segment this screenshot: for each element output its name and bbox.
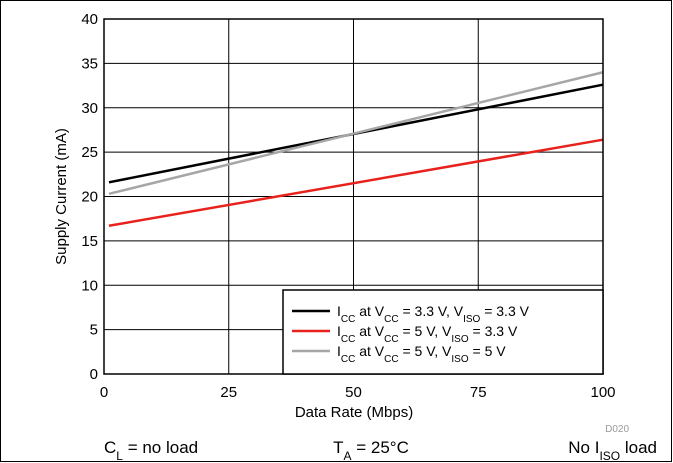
legend-label-part: = 5 V, V: [399, 343, 452, 359]
x-tick-label: 50: [345, 384, 362, 401]
footnote-part: No I: [568, 438, 599, 457]
legend-box: [282, 289, 604, 375]
legend-label-3: ICC at VCC = 5 V, VISO = 5 V: [337, 343, 506, 365]
legend-label-2: ICC at VCC = 5 V, VISO = 3.3 V: [337, 323, 518, 345]
footnote-part: = no load: [123, 438, 198, 457]
footnotes: CL = no load TA = 25°C No IISO load: [104, 438, 657, 463]
figure-code: D020: [605, 424, 629, 435]
y-tick-label: 10: [81, 277, 98, 294]
y-tick-label: 20: [81, 189, 98, 206]
y-tick-label: 40: [81, 11, 98, 28]
legend-label-part: I: [337, 343, 341, 359]
legend-label-part: = 5 V, V: [399, 323, 452, 339]
legend-label-part: CC: [341, 334, 355, 345]
footnote-1: CL = no load: [104, 438, 198, 463]
x-tick-label: 0: [100, 384, 108, 401]
legend-label-part: = 3.3 V: [480, 303, 529, 319]
y-tick-label: 5: [90, 322, 98, 339]
legend-label-part: ISO: [451, 334, 468, 345]
legend-label-part: CC: [384, 334, 398, 345]
legend-label-part: I: [337, 323, 341, 339]
footnote-part: L: [116, 449, 123, 463]
legend-label-part: CC: [341, 354, 355, 365]
y-tick-label: 0: [90, 366, 98, 383]
footnote-part: ISO: [599, 449, 620, 463]
legend-label-part: at V: [355, 323, 384, 339]
footnote-part: C: [104, 438, 116, 457]
y-tick-label: 15: [81, 233, 98, 250]
legend-label-part: CC: [341, 314, 355, 325]
series-line-3: [108, 71, 604, 196]
x-tick-label: 25: [220, 384, 237, 401]
footnote-part: A: [344, 449, 352, 463]
series-line-2: [108, 138, 604, 228]
legend-label-part: CC: [384, 314, 398, 325]
y-tick-labels: 0 5 10 15 20 25 30 35 40: [81, 11, 98, 383]
footnote-part: = 25°C: [352, 438, 409, 457]
footnote-2: TA = 25°C: [333, 438, 409, 463]
y-tick-label: 35: [81, 55, 98, 72]
legend-label-1: ICC at VCC = 3.3 V, VISO = 3.3 V: [337, 303, 530, 325]
legend-label-part: = 5 V: [469, 343, 507, 359]
legend-label-part: ISO: [451, 354, 468, 365]
legend-label-part: at V: [355, 303, 384, 319]
legend-label-part: = 3.3 V, V: [399, 303, 464, 319]
footnote-part: T: [333, 438, 343, 457]
y-tick-label: 25: [81, 144, 98, 161]
y-axis-label: Supply Current (mA): [53, 128, 70, 265]
legend-label-part: CC: [384, 354, 398, 365]
legend-label-part: I: [337, 303, 341, 319]
legend-label-part: ISO: [463, 314, 480, 325]
legend-label-part: at V: [355, 343, 384, 359]
x-tick-label: 100: [590, 384, 615, 401]
series-lines: [108, 71, 604, 228]
x-tick-labels: 0 25 50 75 100: [100, 384, 616, 401]
footnote-part: load: [620, 438, 657, 457]
legend-label-part: = 3.3 V: [469, 323, 518, 339]
x-tick-label: 75: [470, 384, 487, 401]
x-axis-label: Data Rate (Mbps): [295, 404, 413, 421]
y-tick-label: 30: [81, 100, 98, 117]
footnote-3: No IISO load: [568, 438, 657, 463]
